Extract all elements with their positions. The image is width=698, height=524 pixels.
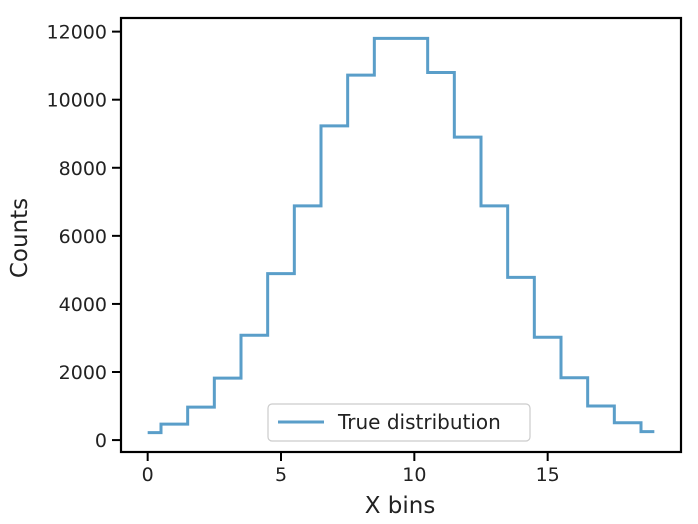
y-axis-label: Counts	[7, 198, 33, 278]
y-tick-label: 12000	[47, 22, 107, 44]
y-tick-label: 8000	[59, 158, 107, 180]
y-tick-label: 2000	[59, 362, 107, 384]
legend-box	[267, 403, 531, 442]
series-line	[147, 36, 655, 435]
plot-frame	[119, 16, 683, 454]
legend: True distribution	[267, 403, 531, 442]
x-axis-ticks: 0 5 10 15	[142, 452, 560, 486]
x-axis-label: X bins	[365, 493, 436, 519]
y-axis-ticks: 0 2000 4000 6000 8000 10000 12000	[47, 22, 121, 452]
y-tick-label: 10000	[47, 90, 107, 112]
legend-label: True distribution	[337, 410, 501, 434]
y-tick-label: 6000	[59, 226, 107, 248]
x-tick-label: 10	[402, 464, 426, 486]
x-tick-label: 0	[142, 464, 154, 486]
x-tick-label: 15	[536, 464, 560, 486]
plot-area	[147, 36, 655, 435]
x-tick-label: 5	[275, 464, 287, 486]
y-tick-label: 0	[95, 430, 107, 452]
y-tick-label: 4000	[59, 294, 107, 316]
